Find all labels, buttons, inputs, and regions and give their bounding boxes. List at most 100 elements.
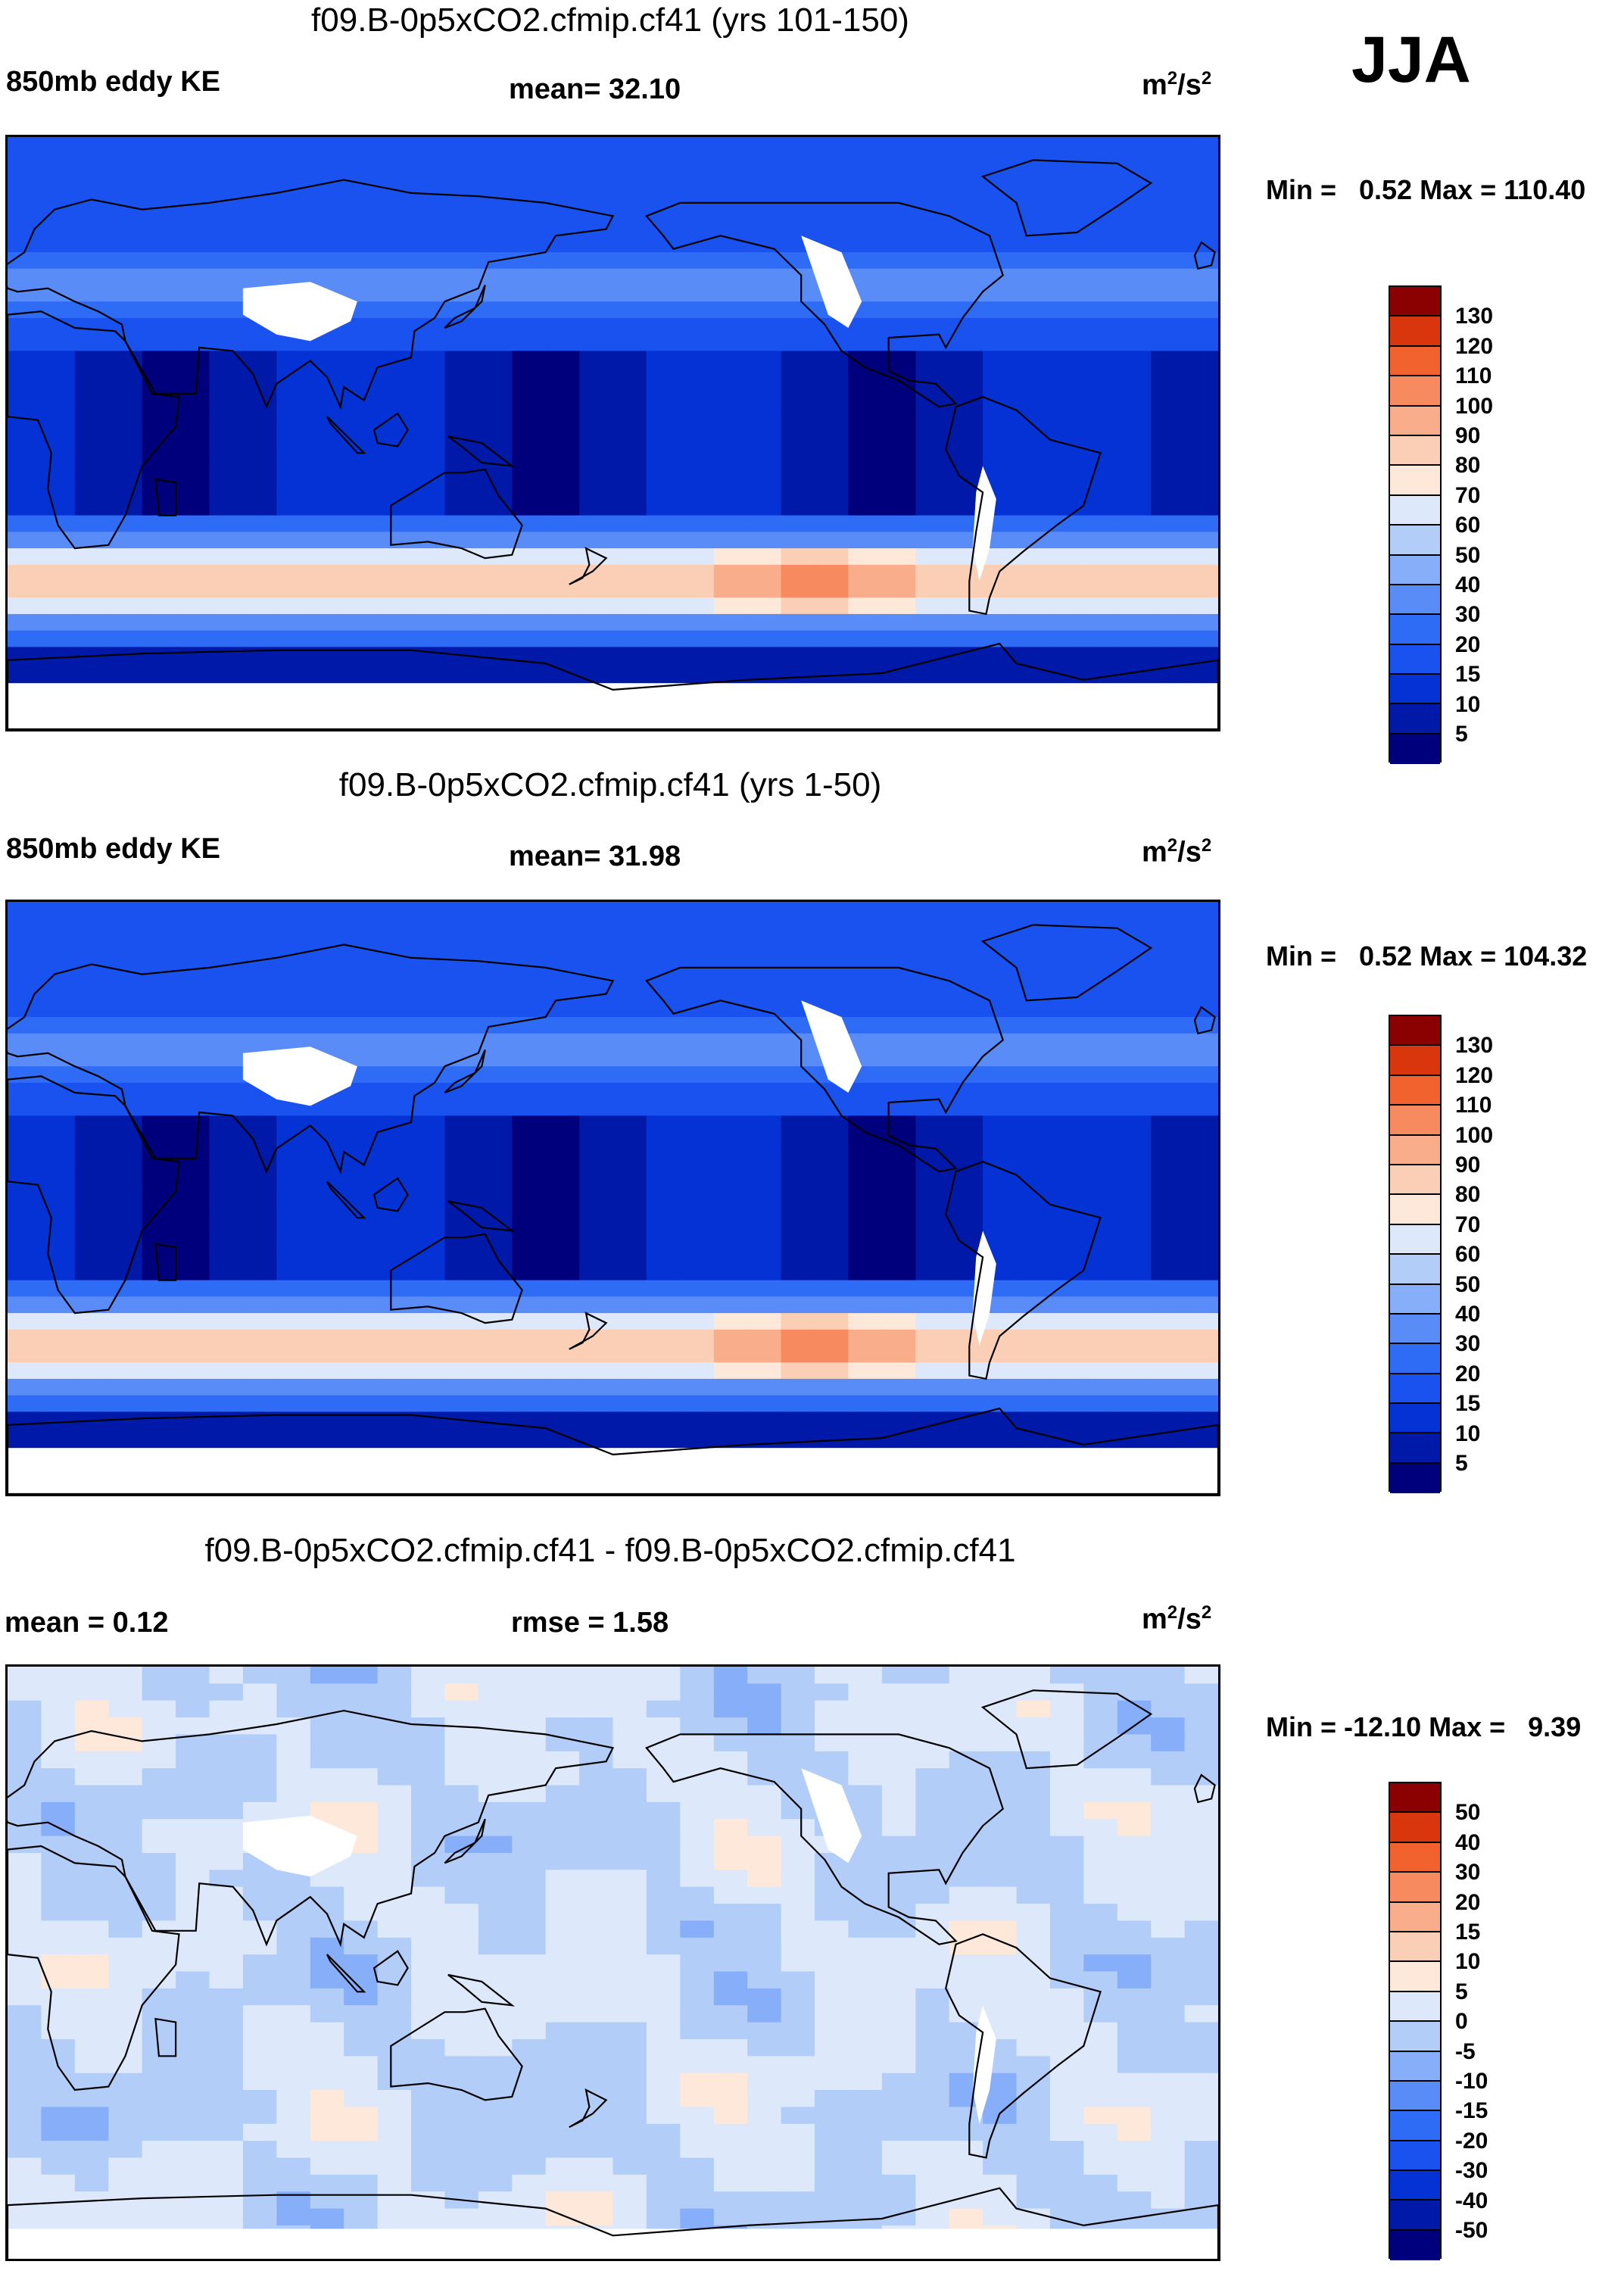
field-cell — [411, 1819, 446, 1837]
field-cell — [411, 186, 446, 204]
field-cell — [377, 153, 412, 171]
field-cell — [1184, 1988, 1218, 2007]
field-cell — [176, 433, 210, 451]
field-cell — [781, 2107, 815, 2125]
field-cell — [176, 400, 210, 418]
field-cell — [1151, 202, 1186, 220]
field-cell — [915, 1362, 950, 1380]
field-cell — [815, 383, 849, 401]
colorbar-tick-label: -50 — [1455, 2218, 1488, 2243]
field-cell — [142, 1886, 176, 1904]
field-cell — [680, 1132, 715, 1149]
field-cell — [209, 647, 244, 664]
field-cell — [915, 1181, 950, 1199]
field-cell — [411, 1920, 446, 1938]
field-cell — [478, 967, 513, 985]
field-cell — [848, 532, 883, 549]
field-cell — [444, 1886, 479, 1904]
field-cell — [344, 186, 379, 204]
field-cell — [815, 918, 849, 936]
field-cell — [713, 416, 748, 434]
field-cell — [713, 170, 748, 187]
field-cell — [781, 268, 815, 286]
field-cell — [1083, 416, 1118, 434]
colorbar-tick-label: 80 — [1455, 1182, 1481, 1208]
field-cell — [815, 1700, 849, 1718]
field-cell — [310, 1247, 344, 1265]
field-cell — [680, 383, 715, 401]
field-cell — [8, 433, 42, 451]
field-cell — [983, 951, 1018, 968]
field-cell — [1151, 548, 1186, 566]
field-cell — [108, 285, 143, 302]
field-cell — [781, 367, 815, 385]
colorbar-box — [1390, 1284, 1440, 1315]
field-cell — [915, 1801, 950, 1820]
field-cell — [310, 1115, 344, 1133]
field-cell — [377, 2073, 412, 2091]
field-cell — [1117, 581, 1152, 598]
field-cell — [1049, 1050, 1085, 1067]
coast-borneo — [372, 1950, 409, 1986]
field-cell — [74, 1801, 109, 1820]
field-cell — [310, 1346, 344, 1363]
field-cell — [747, 647, 782, 664]
field-cell — [1151, 951, 1186, 968]
field-cell — [276, 235, 311, 253]
field-cell — [242, 902, 278, 919]
field-cell — [983, 1971, 1018, 1989]
field-cell — [1049, 1362, 1085, 1380]
field-cell — [1151, 301, 1186, 319]
field-cell — [949, 951, 983, 968]
field-cell — [815, 597, 849, 615]
field-cell — [747, 219, 782, 237]
field-cell — [444, 1683, 479, 1701]
field-cell — [1151, 1198, 1186, 1215]
field-cell — [444, 2260, 478, 2261]
field-cell — [8, 153, 42, 171]
field-cell — [276, 663, 311, 681]
field-cell — [545, 1785, 580, 1803]
field-cell — [1083, 902, 1118, 919]
field-cell — [176, 1033, 210, 1051]
field-cell — [242, 334, 278, 352]
field-cell — [1083, 984, 1118, 1002]
field-cell — [41, 1428, 76, 1446]
field-cell — [478, 1937, 513, 1955]
field-cell — [713, 2107, 748, 2125]
coast-madagascar — [154, 1243, 177, 1281]
field-cell — [41, 581, 76, 598]
field-cell — [8, 1000, 42, 1018]
field-cell — [815, 1751, 849, 1769]
missing-rockies — [801, 1000, 862, 1093]
field-cell — [1151, 367, 1186, 385]
field-cell — [108, 2056, 143, 2074]
field-cell — [1016, 383, 1051, 401]
field-cell — [377, 2022, 412, 2040]
field-cell — [1117, 1870, 1152, 1888]
field-cell — [176, 170, 210, 187]
field-cell — [613, 1717, 647, 1736]
field-cell — [1184, 1395, 1218, 1413]
field-cell — [512, 1132, 547, 1149]
field-cell — [41, 1148, 76, 1166]
field-cell — [646, 1801, 681, 1820]
field-cell — [881, 1214, 916, 1232]
field-cell — [242, 1296, 278, 1314]
field-cell — [478, 1033, 513, 1051]
field-cell — [8, 1230, 42, 1248]
field-cell — [949, 581, 983, 598]
field-cell — [983, 2123, 1018, 2141]
field-cell — [1184, 1819, 1218, 1837]
field-cell — [142, 466, 176, 483]
field-cell — [613, 1937, 647, 1955]
field-cell — [781, 1050, 815, 1067]
field-cell — [142, 186, 176, 204]
field-cell — [512, 581, 547, 598]
field-cell — [579, 2123, 614, 2141]
field-cell — [545, 1819, 580, 1837]
field-cell — [8, 170, 42, 187]
field-cell — [881, 1165, 916, 1183]
field-cell — [478, 351, 513, 368]
field-cell — [276, 1937, 311, 1955]
